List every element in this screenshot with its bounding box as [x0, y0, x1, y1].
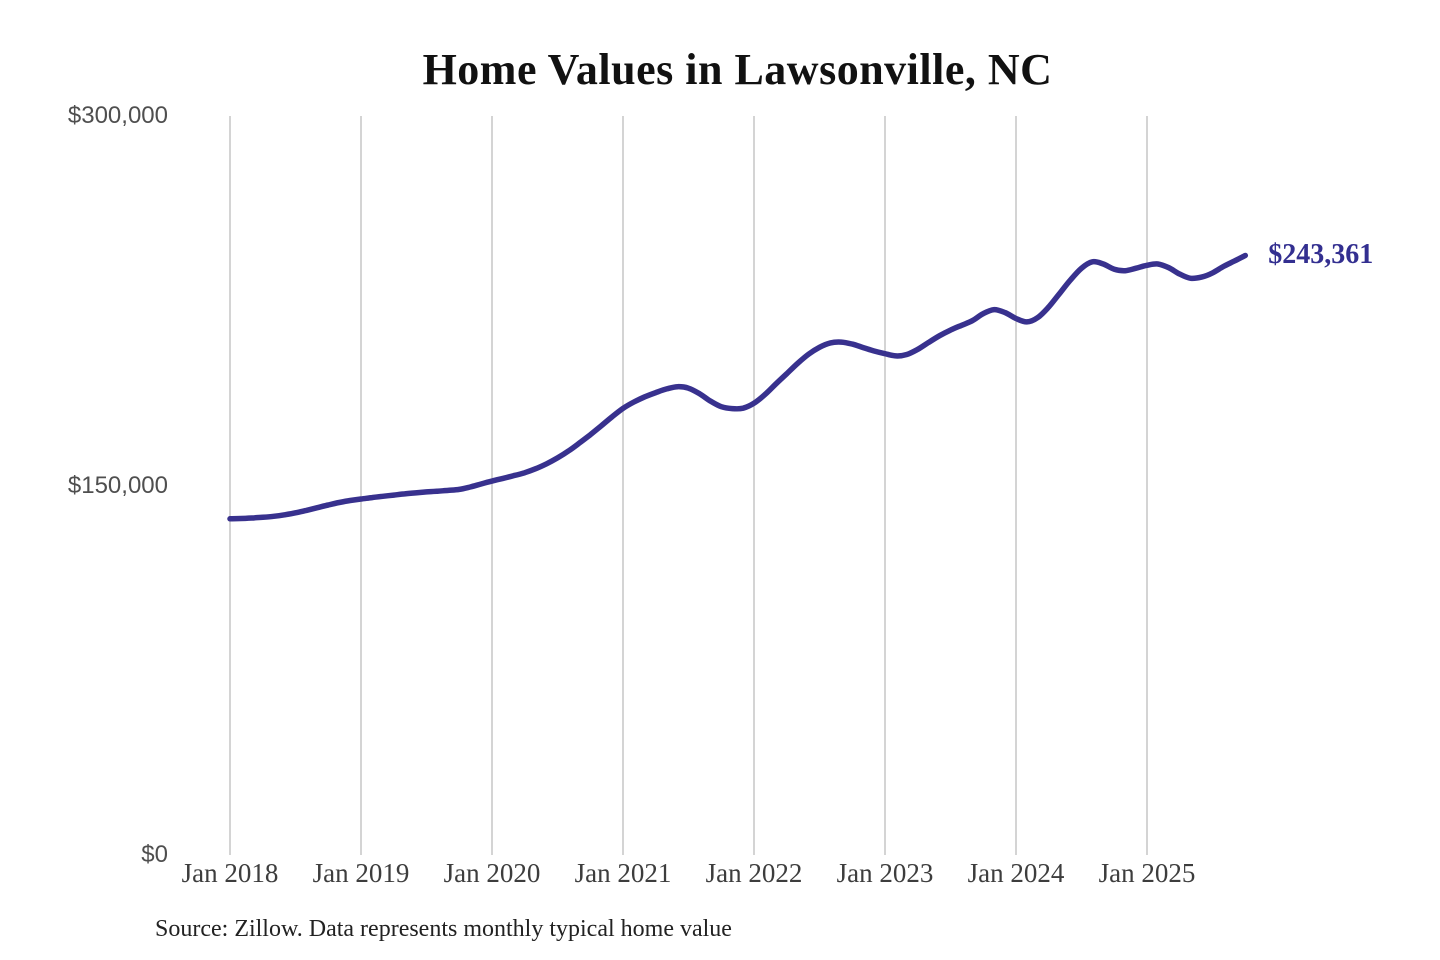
x-axis-label-jan-2024: Jan 2024 [967, 858, 1065, 888]
x-axis-label-jan-2019: Jan 2019 [312, 858, 410, 888]
x-axis-label-jan-2018: Jan 2018 [181, 858, 279, 888]
home-value-line [227, 252, 1249, 522]
x-axis-label-jan-2022: Jan 2022 [705, 858, 803, 888]
x-axis-label-jan-2025: Jan 2025 [1098, 858, 1196, 888]
y-axis-label-150000: $150,000 [67, 471, 168, 499]
x-axis-label-jan-2021: Jan 2021 [574, 858, 672, 888]
x-axis-label-jan-2023: Jan 2023 [836, 858, 934, 888]
y-axis-label-0: $0 [141, 841, 168, 868]
y-axis-label-300000: $300,000 [67, 102, 168, 129]
x-axis-label-jan-2020: Jan 2020 [443, 858, 541, 888]
chart-title: Home Values in Lawsonville, NC [422, 45, 1053, 94]
source-note: Source: Zillow. Data represents monthly … [155, 916, 732, 942]
last-value-label: $243,361 [1268, 238, 1374, 270]
